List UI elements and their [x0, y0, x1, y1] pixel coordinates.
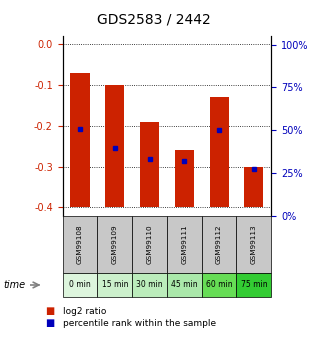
Bar [210, 97, 229, 207]
Text: 75 min: 75 min [240, 280, 267, 289]
Bar [70, 73, 90, 207]
Text: GSM99108: GSM99108 [77, 224, 83, 264]
Text: GSM99112: GSM99112 [216, 224, 222, 264]
Bar [244, 167, 264, 207]
Text: 30 min: 30 min [136, 280, 163, 289]
Bar [105, 85, 124, 207]
Text: GSM99110: GSM99110 [146, 224, 152, 264]
Text: time: time [3, 280, 25, 290]
Text: GSM99109: GSM99109 [112, 224, 118, 264]
Text: 60 min: 60 min [206, 280, 232, 289]
Text: log2 ratio: log2 ratio [63, 307, 106, 316]
Text: percentile rank within the sample: percentile rank within the sample [63, 319, 216, 328]
Text: ■: ■ [45, 306, 54, 316]
Bar [175, 150, 194, 207]
Text: GDS2583 / 2442: GDS2583 / 2442 [97, 12, 211, 26]
Text: GSM99113: GSM99113 [251, 224, 257, 264]
Text: 15 min: 15 min [101, 280, 128, 289]
Bar [140, 122, 159, 207]
Text: 0 min: 0 min [69, 280, 91, 289]
Text: 45 min: 45 min [171, 280, 198, 289]
Text: GSM99111: GSM99111 [181, 224, 187, 264]
Text: ■: ■ [45, 318, 54, 328]
